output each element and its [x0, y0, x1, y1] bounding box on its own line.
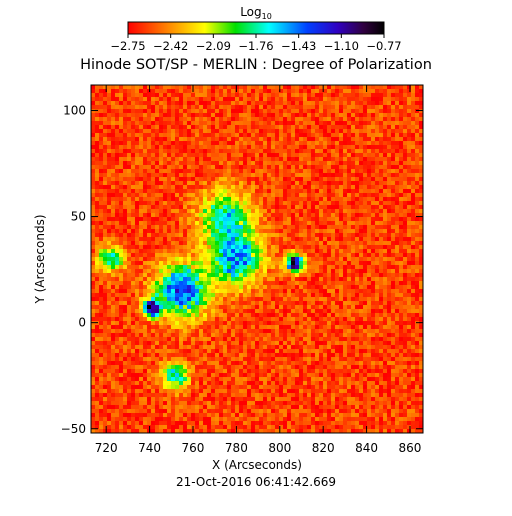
chart-title: Hinode SOT/SP - MERLIN : Degree of Polar…	[80, 57, 432, 73]
x-tick-label: 760	[182, 441, 205, 455]
x-tick-label: 720	[95, 441, 118, 455]
colorbar-tick-label: −2.75	[110, 39, 145, 53]
colorbar-tick-label: −0.77	[366, 39, 401, 53]
y-tick-label: 50	[71, 210, 86, 224]
y-tick-label: 0	[78, 316, 86, 330]
y-tick-label: −50	[61, 422, 86, 436]
colorbar	[128, 22, 384, 34]
x-tick-label: 780	[225, 441, 248, 455]
x-tick-label: 740	[138, 441, 161, 455]
x-tick-label: 860	[399, 441, 422, 455]
colorbar-tick-label: −2.42	[153, 39, 188, 53]
y-axis-label: Y (Arcseconds)	[33, 214, 47, 304]
x-tick-label: 840	[355, 441, 378, 455]
colorbar-ticks: −2.75 −2.42 −2.09 −1.76 −1.43 −1.10 −0.77	[110, 34, 401, 53]
colorbar-label: Log10	[240, 5, 272, 21]
x-tick-label: 800	[268, 441, 291, 455]
y-tick-label: 100	[63, 103, 86, 117]
x-axis-label: X (Arcseconds)	[212, 458, 302, 472]
heatmap-cells	[91, 85, 423, 433]
colorbar-tick-label: −1.76	[238, 39, 273, 53]
timestamp: 21-Oct-2016 06:41:42.669	[176, 475, 336, 489]
colorbar-tick-label: −1.43	[281, 39, 316, 53]
colorbar-tick-label: −2.09	[196, 39, 231, 53]
x-tick-label: 820	[312, 441, 335, 455]
colorbar-tick-label: −1.10	[324, 39, 359, 53]
